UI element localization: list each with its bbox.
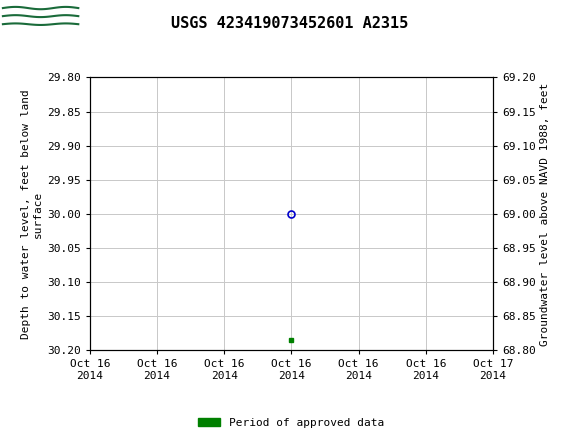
Y-axis label: Groundwater level above NAVD 1988, feet: Groundwater level above NAVD 1988, feet [540,82,550,346]
Text: USGS: USGS [93,7,148,25]
Legend: Period of approved data: Period of approved data [194,413,389,430]
Bar [3,3,78,30]
Y-axis label: Depth to water level, feet below land
surface: Depth to water level, feet below land su… [21,89,43,339]
Text: USGS 423419073452601 A2315: USGS 423419073452601 A2315 [171,16,409,31]
